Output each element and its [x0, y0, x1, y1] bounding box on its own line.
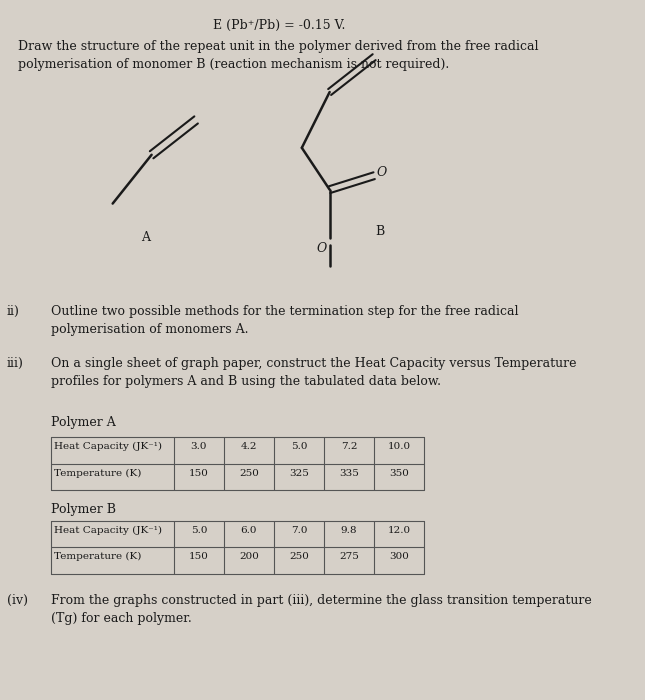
Text: iii): iii): [7, 357, 24, 370]
Text: 10.0: 10.0: [388, 442, 411, 451]
Text: E (Pb⁺/Pb) = -0.15 V.: E (Pb⁺/Pb) = -0.15 V.: [213, 19, 346, 32]
Text: 9.8: 9.8: [341, 526, 357, 535]
Text: Polymer B: Polymer B: [52, 503, 117, 517]
Text: O: O: [317, 242, 327, 255]
Text: 7.2: 7.2: [341, 442, 357, 451]
Text: B: B: [375, 225, 384, 237]
Text: 4.2: 4.2: [241, 442, 257, 451]
Text: (iv): (iv): [7, 594, 28, 607]
Text: 3.0: 3.0: [191, 442, 207, 451]
Text: 7.0: 7.0: [291, 526, 307, 535]
Text: Draw the structure of the repeat unit in the polymer derived from the free radic: Draw the structure of the repeat unit in…: [18, 40, 539, 71]
Text: Temperature (K): Temperature (K): [54, 552, 142, 561]
Text: Temperature (K): Temperature (K): [54, 468, 142, 477]
Text: From the graphs constructed in part (iii), determine the glass transition temper: From the graphs constructed in part (iii…: [52, 594, 592, 625]
Text: Polymer A: Polymer A: [52, 416, 116, 429]
Text: On a single sheet of graph paper, construct the Heat Capacity versus Temperature: On a single sheet of graph paper, constr…: [52, 357, 577, 388]
Text: 275: 275: [339, 552, 359, 561]
Text: Heat Capacity (JK⁻¹): Heat Capacity (JK⁻¹): [54, 442, 163, 452]
Text: ii): ii): [7, 304, 20, 318]
Text: Outline two possible methods for the termination step for the free radical
polym: Outline two possible methods for the ter…: [52, 304, 519, 336]
Text: 250: 250: [289, 552, 309, 561]
Text: 5.0: 5.0: [291, 442, 307, 451]
Text: 150: 150: [189, 552, 209, 561]
Text: 325: 325: [289, 468, 309, 477]
Text: 150: 150: [189, 468, 209, 477]
Text: Heat Capacity (JK⁻¹): Heat Capacity (JK⁻¹): [54, 526, 163, 535]
Text: 350: 350: [389, 468, 409, 477]
Text: O: O: [377, 166, 387, 179]
Text: 6.0: 6.0: [241, 526, 257, 535]
Text: 200: 200: [239, 552, 259, 561]
Text: 250: 250: [239, 468, 259, 477]
Text: 300: 300: [389, 552, 409, 561]
Text: 5.0: 5.0: [191, 526, 207, 535]
Text: A: A: [141, 232, 150, 244]
Text: 335: 335: [339, 468, 359, 477]
Text: 12.0: 12.0: [388, 526, 411, 535]
